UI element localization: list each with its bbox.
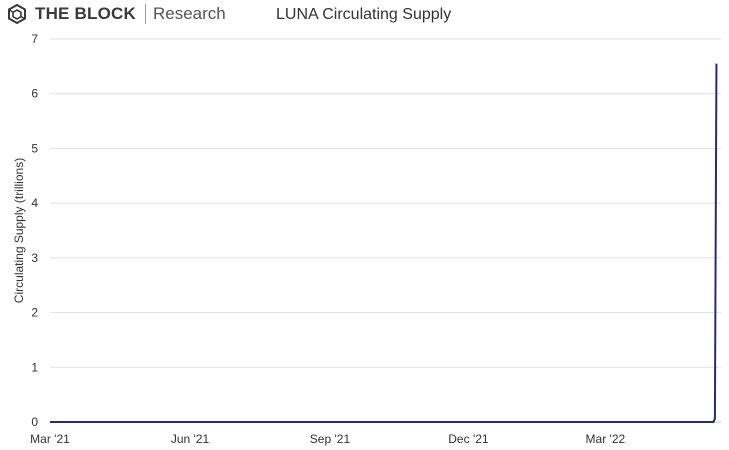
y-tick-label: 7 bbox=[31, 32, 38, 46]
x-tick-label: Mar '21 bbox=[30, 432, 70, 446]
y-tick-label: 6 bbox=[31, 87, 38, 101]
gridlines bbox=[50, 38, 721, 368]
brand-logo: THE BLOCK Research bbox=[7, 4, 226, 24]
y-tick-label: 4 bbox=[31, 196, 38, 210]
header: THE BLOCK Research LUNA Circulating Supp… bbox=[0, 0, 729, 32]
x-axis-ticks: Mar '21 Jun '21 Sep '21 Dec '21 Mar '22 bbox=[30, 432, 625, 446]
x-tick-label: Mar '22 bbox=[586, 432, 626, 446]
the-block-cube-icon bbox=[8, 4, 26, 24]
series-line bbox=[50, 63, 718, 423]
brand-divider bbox=[144, 4, 146, 24]
y-axis-ticks: 0 1 2 3 4 5 6 7 bbox=[31, 32, 38, 429]
y-tick-label: 1 bbox=[31, 360, 38, 374]
x-tick-label: Sep '21 bbox=[310, 432, 351, 446]
y-tick-label: 3 bbox=[31, 251, 38, 265]
y-tick-label: 5 bbox=[31, 141, 38, 155]
x-tick-label: Jun '21 bbox=[171, 432, 210, 446]
chart-title: LUNA Circulating Supply bbox=[276, 6, 452, 23]
x-tick-label: Dec '21 bbox=[448, 432, 489, 446]
brand-subtitle: Research bbox=[152, 4, 226, 23]
y-tick-label: 0 bbox=[31, 415, 38, 429]
brand-name: THE BLOCK bbox=[35, 4, 136, 23]
y-axis-label: Circulating Supply (trillions) bbox=[12, 158, 26, 303]
y-tick-label: 2 bbox=[31, 306, 38, 320]
